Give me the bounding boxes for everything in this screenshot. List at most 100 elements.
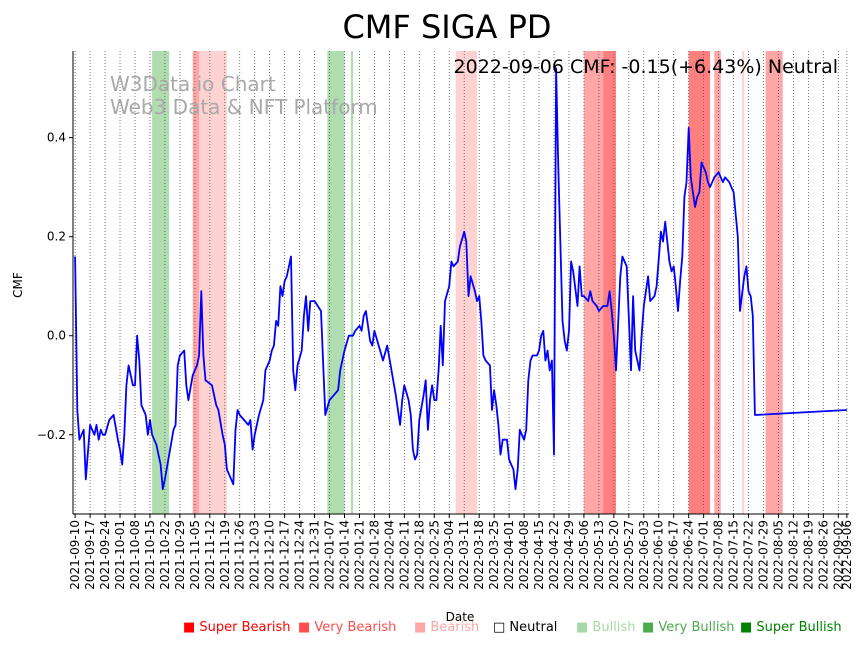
y-tick-label-2: 0.2: [47, 230, 66, 244]
legend-swatch: ■: [183, 620, 200, 635]
x-tick-label-44: 2022-07-15: [727, 520, 741, 590]
legend-label: Very Bullish: [658, 620, 735, 635]
legend-swatch: ■: [298, 620, 315, 635]
chart-title: CMF SIGA PD: [342, 8, 551, 46]
x-tick-label-9: 2021-11-12: [203, 520, 217, 590]
x-tick-label-35: 2022-05-13: [592, 520, 606, 590]
band-very-bearish-6: [583, 51, 604, 514]
x-tick-label-29: 2022-04-01: [502, 520, 516, 590]
x-tick-label-33: 2022-04-29: [562, 520, 576, 590]
x-tick-label-34: 2022-05-06: [577, 520, 591, 590]
x-tick-label-20: 2022-01-28: [367, 520, 381, 590]
x-tick-label-39: 2022-06-10: [652, 520, 666, 590]
x-tick-label-24: 2022-02-25: [427, 520, 441, 590]
x-tick-label-3: 2021-10-01: [113, 520, 127, 590]
legend-item-neutral: □ Neutral: [493, 620, 557, 635]
x-tick-label-2: 2021-09-24: [98, 520, 112, 590]
x-tick-label-22: 2022-02-11: [397, 520, 411, 590]
y-tick-label-1: 0.0: [47, 329, 66, 343]
x-tick-label-45: 2022-07-22: [742, 520, 756, 590]
x-tick-label-4: 2021-10-08: [128, 520, 142, 590]
band-super-bearish-8: [688, 51, 711, 514]
x-tick-label-36: 2022-05-20: [607, 520, 621, 590]
y-tick-label-0: −0.2: [37, 428, 66, 442]
band-bullish-4: [350, 51, 354, 514]
x-tick-label-47: 2022-08-05: [771, 520, 785, 590]
x-tick-label-25: 2022-03-04: [442, 520, 456, 590]
legend-item-super-bullish: ■ Super Bullish: [740, 620, 842, 635]
band-bearish-2: [199, 51, 227, 514]
watermark-line-2: Web3 Data & NFT Platform: [110, 95, 378, 119]
x-tick-label-37: 2022-05-27: [622, 520, 636, 590]
axes: [72, 51, 849, 515]
x-tick-label-51: 2022-09-02: [831, 520, 845, 590]
x-tick-label-8: 2021-11-05: [188, 520, 202, 590]
band-very-bearish-11: [765, 51, 783, 514]
legend-item-very-bullish: ■ Very Bullish: [642, 620, 734, 635]
legend-item-bullish: ■ Bullish: [576, 620, 635, 635]
x-tick-label-18: 2022-01-14: [337, 520, 351, 590]
y-axis-label: CMF: [11, 272, 25, 298]
legend-label: Bearish: [430, 620, 480, 635]
legend-label: Very Bearish: [314, 620, 397, 635]
x-tick-label-14: 2021-12-17: [278, 520, 292, 590]
x-tick-label-52: 2022-09-06: [840, 520, 854, 590]
legend: ■ Super Bearish ■ Very Bearish ■ Bearish □ …: [0, 620, 867, 638]
band-very-bearish-1: [192, 51, 200, 514]
band-bearish-5: [455, 51, 478, 514]
x-tick-label-43: 2022-07-08: [712, 520, 726, 590]
x-tick-label-40: 2022-06-17: [667, 520, 681, 590]
band-bullish-0: [152, 51, 170, 514]
legend-item-very-bearish: ■ Very Bearish: [298, 620, 396, 635]
legend-label: Bullish: [592, 620, 636, 635]
x-tick-label-11: 2021-11-26: [233, 520, 247, 590]
band-super-bearish-7: [603, 51, 616, 514]
x-tick-label-32: 2022-04-22: [547, 520, 561, 590]
x-tick-label-17: 2022-01-07: [323, 520, 337, 590]
x-tick-label-46: 2022-07-29: [756, 520, 770, 590]
x-ticks: 2021-09-10 2021-09-17 2021-09-24 2021-10-01…: [68, 514, 854, 590]
legend-item-super-bearish: ■ Super Bearish: [183, 620, 291, 635]
x-tick-label-5: 2021-10-15: [143, 520, 157, 590]
x-tick-label-50: 2022-08-26: [816, 520, 830, 590]
x-tick-label-41: 2022-06-24: [682, 520, 696, 590]
x-tick-label-49: 2022-08-19: [801, 520, 815, 590]
legend-label: Super Bullish: [756, 620, 842, 635]
legend-swatch: ■: [414, 620, 431, 635]
y-ticks: −0.2 0.0 0.2 0.4: [37, 131, 73, 442]
x-tick-label-10: 2021-11-19: [218, 520, 232, 590]
x-tick-label-31: 2022-04-15: [532, 520, 546, 590]
x-tick-label-7: 2021-10-29: [173, 520, 187, 590]
watermark-line-1: W3Data.io Chart: [110, 72, 276, 96]
x-axis-label: Date: [446, 610, 475, 624]
x-tick-label-21: 2022-02-04: [382, 520, 396, 590]
y-tick-label-3: 0.4: [47, 131, 66, 145]
x-tick-label-0: 2021-09-10: [68, 520, 82, 590]
x-tick-label-27: 2022-03-18: [472, 520, 486, 590]
x-tick-label-15: 2021-12-24: [293, 520, 307, 590]
x-tick-label-30: 2022-04-08: [517, 520, 531, 590]
x-tick-label-6: 2021-10-22: [158, 520, 172, 590]
cmf-line: [74, 67, 847, 491]
band-bullish-3: [327, 51, 345, 514]
legend-swatch: □: [493, 620, 510, 635]
legend-swatch: ■: [740, 620, 757, 635]
x-tick-label-12: 2021-12-03: [248, 520, 262, 590]
legend-label: Neutral: [509, 620, 558, 635]
x-tick-label-38: 2022-06-03: [637, 520, 651, 590]
latest-value-annotation: 2022-09-06 CMF: -0.15(+6.43%) Neutral: [454, 56, 838, 78]
cmf-series: [74, 67, 847, 491]
x-tick-label-42: 2022-07-01: [697, 520, 711, 590]
x-tick-label-1: 2021-09-17: [83, 520, 97, 590]
legend-label: Super Bearish: [199, 620, 291, 635]
x-tick-label-26: 2022-03-11: [457, 520, 471, 590]
legend-swatch: ■: [642, 620, 659, 635]
x-tick-label-16: 2021-12-31: [308, 520, 322, 590]
legend-item-bearish: ■ Bearish: [414, 620, 479, 635]
signal-bands: [152, 51, 783, 514]
x-tick-label-48: 2022-08-12: [786, 520, 800, 590]
x-tick-label-19: 2022-01-21: [352, 520, 366, 590]
x-tick-label-28: 2022-03-25: [487, 520, 501, 590]
x-tick-label-13: 2021-12-10: [263, 520, 277, 590]
